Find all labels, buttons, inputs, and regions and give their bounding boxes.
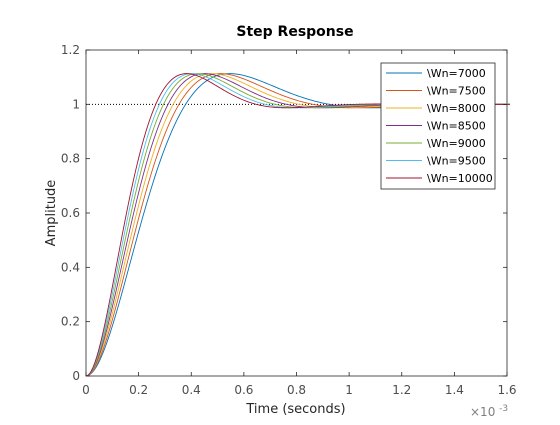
y-axis-label: Amplitude (44, 180, 59, 247)
x-axis-label: Time (seconds) (245, 402, 345, 417)
legend-label-4: \Wn=8500 (427, 120, 486, 133)
y-tick-label: 0.6 (61, 206, 80, 220)
legend-items: \Wn=7000 \Wn=7500 \Wn=8000 \Wn=8500 \Wn=9000… (386, 67, 493, 185)
y-tick-label: 0.4 (61, 260, 80, 274)
x-axis-ticks: 0 0.2 0.4 0.6 0.8 1 1.2 1.4 1.6 (82, 50, 517, 397)
x-tick-label: 1.4 (445, 383, 464, 397)
x-tick-label: 1.2 (392, 383, 411, 397)
y-tick-label: 0 (72, 369, 80, 383)
legend: \Wn=7000 \Wn=7500 \Wn=8000 \Wn=8500 \Wn=9000… (380, 62, 496, 190)
x-tick-label: 0.4 (182, 383, 201, 397)
x-tick-label: 0.6 (234, 383, 253, 397)
svg-text:×10 -3: ×10 -3 (470, 404, 508, 419)
legend-label-3: \Wn=8000 (427, 102, 486, 115)
y-tick-label: 0.8 (61, 152, 80, 166)
legend-label-1: \Wn=7000 (427, 67, 486, 80)
chart-title: Step Response (236, 24, 353, 40)
x-axis-exponent: ×10 -3 (470, 404, 508, 419)
x-tick-label: 0 (82, 383, 90, 397)
legend-label-6: \Wn=9500 (427, 155, 486, 168)
x-exponent-power: -3 (499, 404, 508, 414)
y-tick-label: 1.2 (61, 43, 80, 57)
x-tick-label: 1 (345, 383, 353, 397)
y-axis-ticks: 0 0.2 0.4 0.6 0.8 1 1.2 (61, 43, 507, 383)
x-tick-label: 0.2 (129, 383, 148, 397)
legend-label-2: \Wn=7500 (427, 85, 486, 98)
legend-label-7: \Wn=10000 (427, 172, 493, 185)
y-tick-label: 0.2 (61, 315, 80, 329)
x-tick-label: 0.8 (287, 383, 306, 397)
y-tick-label: 1 (72, 97, 80, 111)
legend-label-5: \Wn=9000 (427, 137, 486, 150)
x-exponent-base: ×10 (470, 405, 495, 419)
x-tick-label: 1.6 (497, 383, 516, 397)
